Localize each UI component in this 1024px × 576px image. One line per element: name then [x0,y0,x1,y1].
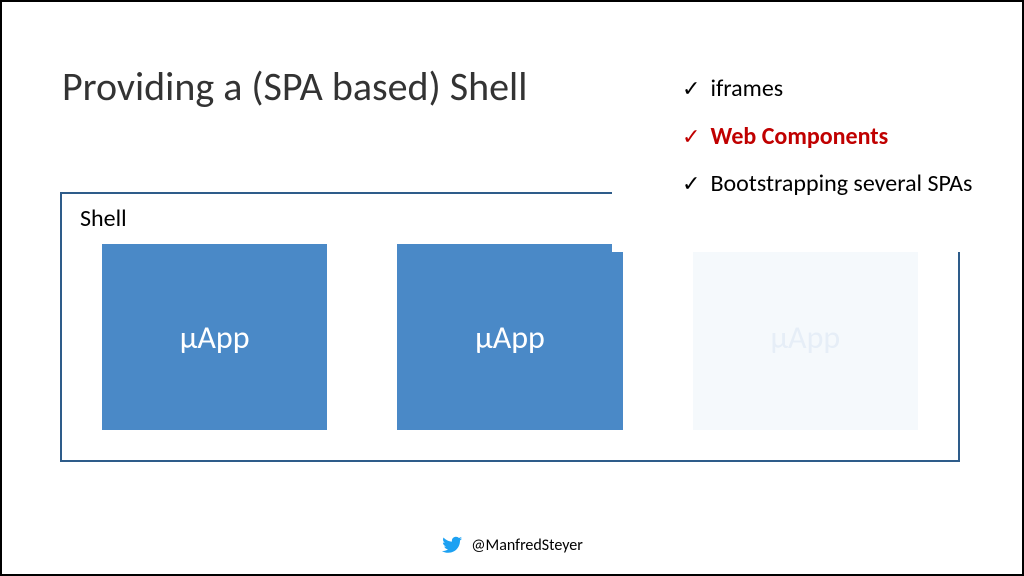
bullet-text: Web Components [710,120,888,154]
twitter-icon [441,534,463,556]
bullet-item: ✓ Bootstrapping several SPAs [682,167,982,201]
shell-label: Shell [80,204,127,233]
footer: @ManfredSteyer [2,534,1022,556]
micro-app-2: μApp [397,244,622,430]
bullet-item: ✓ iframes [682,72,982,106]
bullet-item: ✓ Web Components [682,120,982,154]
check-icon: ✓ [682,72,700,105]
bullet-list: ✓ iframes ✓ Web Components ✓ Bootstrappi… [682,72,982,215]
micro-app-1: μApp [102,244,327,430]
check-icon: ✓ [682,167,700,200]
bullet-text: Bootstrapping several SPAs [710,167,972,201]
check-icon: ✓ [682,120,700,153]
apps-row: μApp μApp μApp [102,244,918,430]
bullet-text: iframes [710,72,783,106]
slide-frame: Providing a (SPA based) Shell Shell μApp… [0,0,1024,576]
footer-handle: @ManfredSteyer [471,536,583,555]
slide-title: Providing a (SPA based) Shell [62,62,527,111]
micro-app-3: μApp [693,244,918,430]
